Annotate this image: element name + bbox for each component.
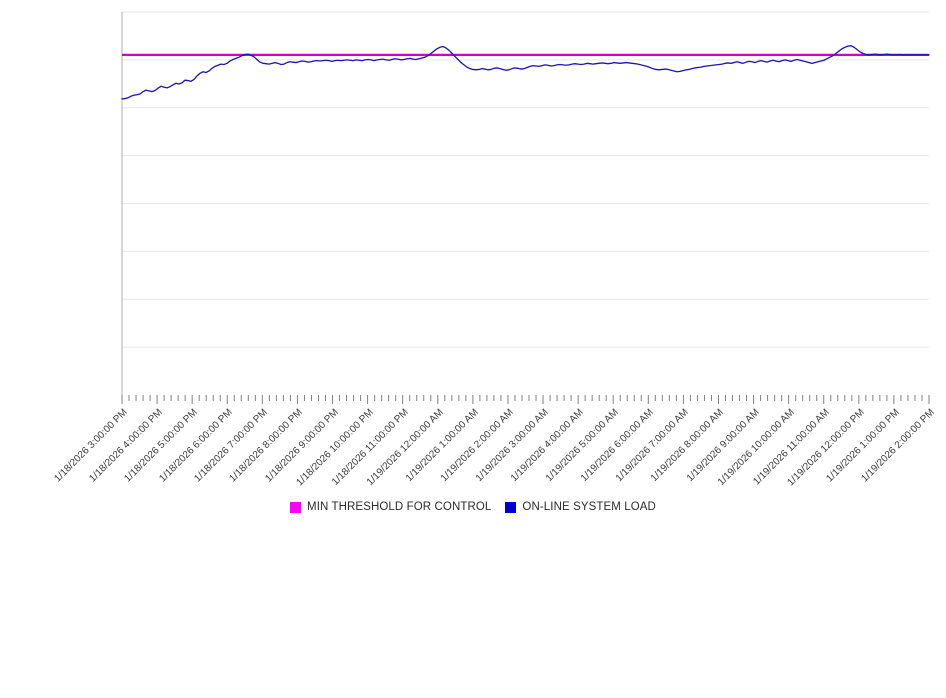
x-axis-ticks [121,395,930,404]
legend-swatch-blue [505,501,517,513]
online-system-load-series [121,45,930,100]
line-chart-plot [121,11,930,404]
legend-item-on-line-system-load[interactable]: ON-LINE SYSTEM LOAD [505,501,656,513]
legend-label-min-threshold-for-control: MIN THRESHOLD FOR CONTROL [307,501,492,513]
legend-swatch-magenta [290,501,302,513]
chart-legend: MIN THRESHOLD FOR CONTROL ON-LINE SYSTEM… [0,496,946,518]
chart-container: 1/18/2026 3:00:00 PM 1/18/2026 4:00:00 PM… [0,11,946,518]
legend-label-on-line-system-load: ON-LINE SYSTEM LOAD [522,501,656,513]
legend-item-min-threshold-for-control[interactable]: MIN THRESHOLD FOR CONTROL [290,501,491,513]
